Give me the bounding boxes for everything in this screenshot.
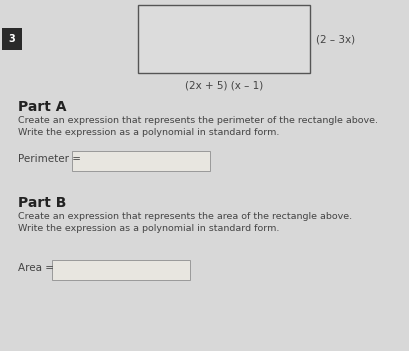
Text: Create an expression that represents the area of the rectangle above.: Create an expression that represents the… [18,212,352,221]
Text: Create an expression that represents the perimeter of the rectangle above.: Create an expression that represents the… [18,116,378,125]
FancyBboxPatch shape [72,151,210,171]
Text: Part B: Part B [18,196,66,210]
Text: Part A: Part A [18,100,67,114]
FancyBboxPatch shape [52,260,190,280]
Text: Perimeter =: Perimeter = [18,154,81,164]
Text: (2 – 3x): (2 – 3x) [316,34,355,44]
Text: Write the expression as a polynomial in standard form.: Write the expression as a polynomial in … [18,128,279,137]
Text: (2x + 5) (x – 1): (2x + 5) (x – 1) [185,81,263,91]
FancyBboxPatch shape [2,28,22,50]
Text: Area =: Area = [18,263,54,273]
Text: 3: 3 [9,34,16,44]
Text: Write the expression as a polynomial in standard form.: Write the expression as a polynomial in … [18,224,279,233]
FancyBboxPatch shape [138,5,310,73]
